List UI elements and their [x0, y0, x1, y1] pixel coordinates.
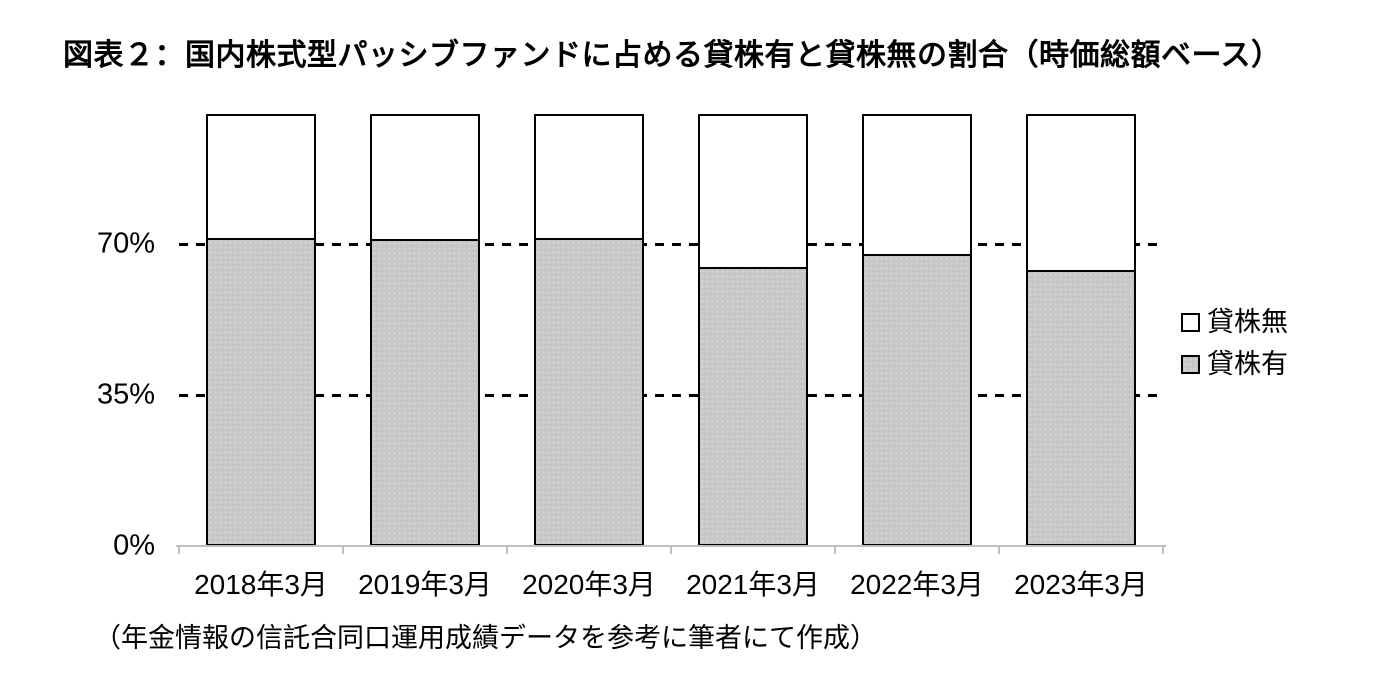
x-axis-tick [998, 546, 1000, 554]
bar-2020年3月 [534, 114, 644, 546]
bar-segment-貸株有-2019年3月 [372, 239, 478, 544]
x-tick-label-2021年3月: 2021年3月 [686, 569, 820, 600]
x-tick-label-2022年3月: 2022年3月 [850, 569, 984, 600]
source-note: （年金情報の信託合同口運用成績データを参考に筆者にて作成） [94, 623, 877, 653]
bar-2022年3月 [862, 114, 972, 546]
bar-2018年3月 [206, 114, 316, 546]
legend-swatch-icon [1181, 354, 1200, 374]
x-axis-tick [178, 546, 180, 554]
bar-segment-貸株有-2022年3月 [864, 254, 970, 544]
bar-2021年3月 [698, 114, 808, 546]
bar-segment-貸株有-2018年3月 [208, 238, 314, 544]
x-axis-tick [342, 546, 344, 554]
bar-segment-貸株有-2020年3月 [536, 238, 642, 544]
legend-item-貸株無: 貸株無 [1181, 306, 1288, 338]
x-axis-tick [670, 546, 672, 554]
legend-swatch-icon [1181, 312, 1200, 332]
plot-area [179, 114, 1163, 546]
bar-segment-貸株有-2023年3月 [1028, 270, 1134, 544]
x-tick-label-2018年3月: 2018年3月 [194, 569, 328, 600]
legend-item-貸株有: 貸株有 [1181, 348, 1288, 380]
x-axis-tick [1162, 546, 1164, 554]
bar-segment-貸株有-2021年3月 [700, 266, 806, 544]
legend-label: 貸株有 [1207, 348, 1288, 379]
legend-label: 貸株無 [1207, 306, 1288, 337]
bar-2019年3月 [370, 114, 480, 546]
chart-title: 図表２：国内株式型パッシブファンドに占める貸株有と貸株無の割合（時価総額ベース） [63, 39, 1282, 72]
y-tick-label-35%: 35% [96, 378, 155, 411]
y-tick-label-70%: 70% [96, 227, 155, 260]
x-tick-label-2019年3月: 2019年3月 [358, 569, 492, 600]
x-axis-tick [506, 546, 508, 554]
gridline-70 [179, 242, 1163, 246]
x-tick-label-2023年3月: 2023年3月 [1014, 569, 1148, 600]
bar-2023年3月 [1026, 114, 1136, 546]
x-tick-label-2020年3月: 2020年3月 [522, 569, 656, 600]
legend: 貸株無 貸株有 [1181, 306, 1288, 380]
y-tick-label-0%: 0% [113, 529, 155, 562]
gridline-35 [179, 393, 1163, 397]
x-axis-tick [834, 546, 836, 554]
